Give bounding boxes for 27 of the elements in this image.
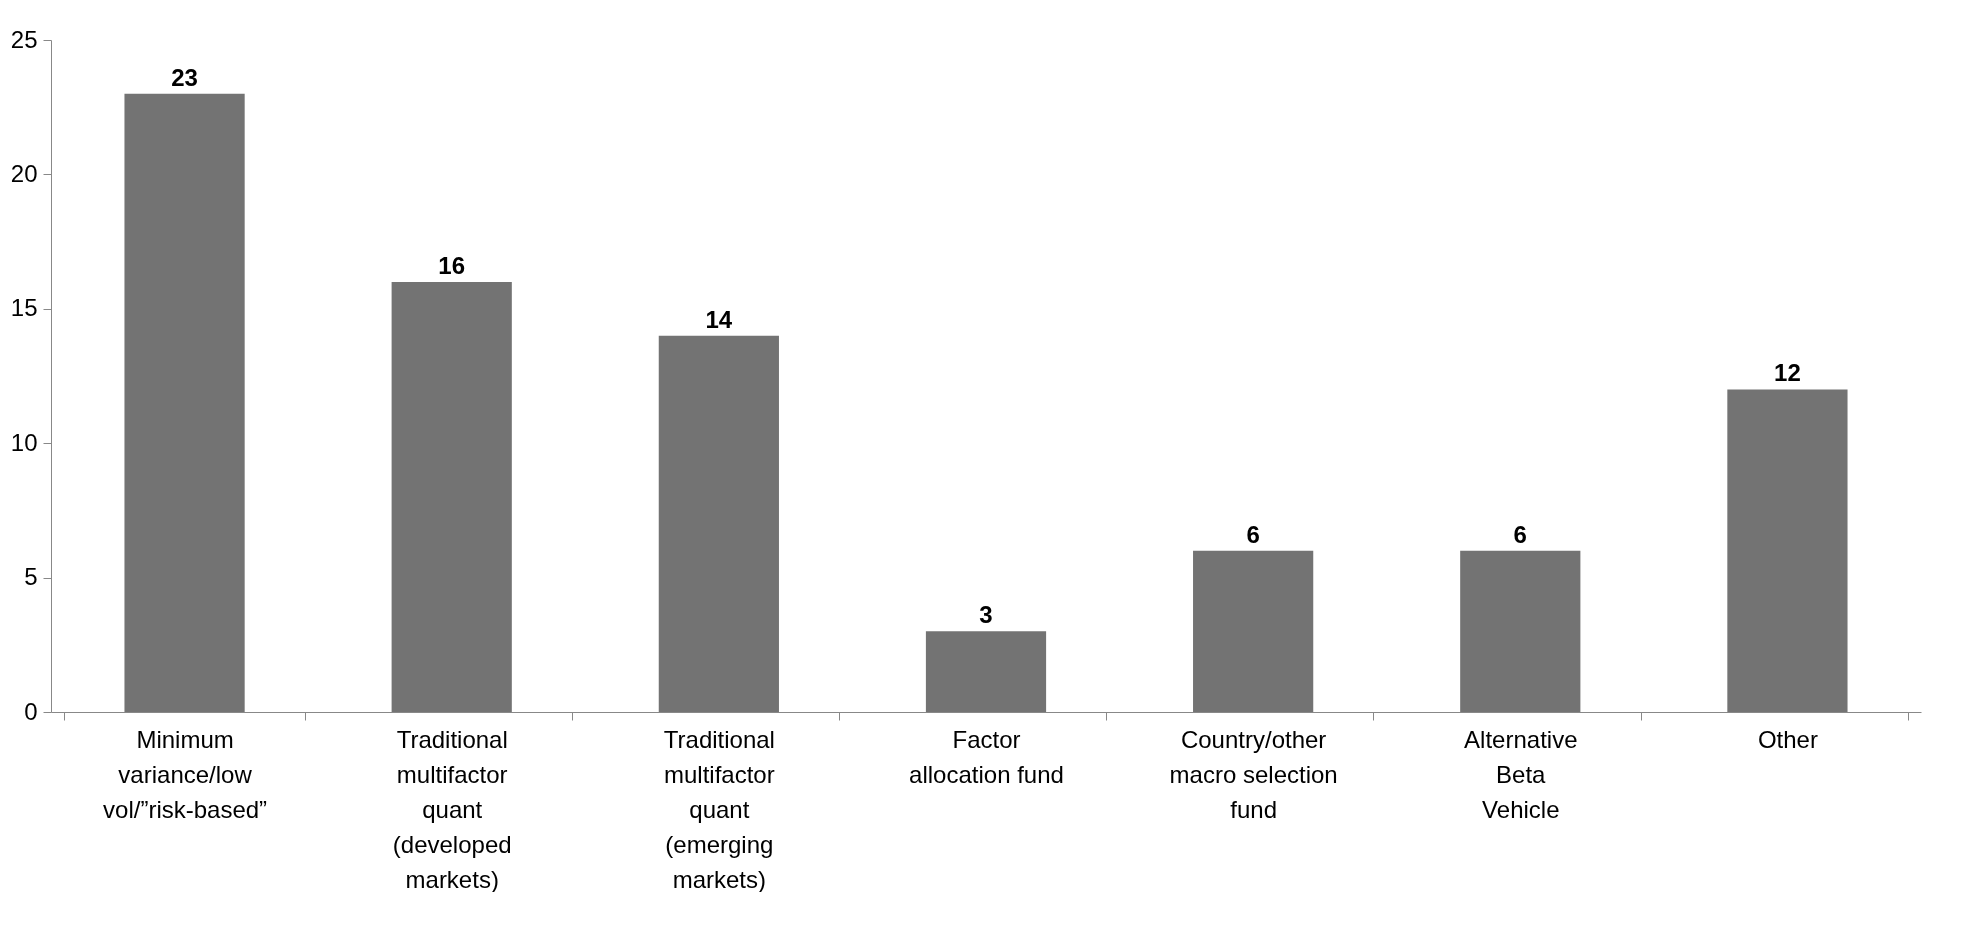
- x-tick-label: Traditional multifactor quant (emerging markets): [663, 725, 775, 893]
- data-label: 23: [171, 63, 198, 91]
- data-label: 12: [1774, 359, 1801, 387]
- x-tick-label: Country/other macro selection fund: [1169, 725, 1338, 823]
- bar: [391, 281, 512, 712]
- bar: [124, 93, 245, 712]
- bar: [658, 335, 779, 712]
- y-tick-label: 0: [24, 697, 38, 725]
- data-label: 16: [438, 251, 466, 279]
- y-tick-label: 10: [10, 428, 38, 456]
- x-tick-label: Other: [1757, 725, 1818, 753]
- bar: [925, 631, 1047, 712]
- bar: [1727, 389, 1848, 712]
- y-tick-label: 25: [10, 25, 38, 53]
- x-tick-label: Factor allocation fund: [909, 725, 1064, 788]
- y-tick-label: 20: [10, 159, 38, 187]
- data-label: 14: [705, 305, 733, 333]
- bar: [1193, 550, 1314, 712]
- data-label: 6: [1246, 520, 1260, 548]
- x-tick-label: Traditional multifactor quant (developed markets): [392, 725, 512, 893]
- x-tick-label: Minimum variance/low vol/”risk-based”: [103, 725, 268, 823]
- x-tick-label: Alternative Beta Vehicle: [1464, 725, 1578, 823]
- y-tick-label: 15: [10, 294, 38, 322]
- data-label: 6: [1513, 520, 1527, 548]
- bar: [1460, 550, 1581, 712]
- data-label: 3: [979, 601, 993, 629]
- y-tick-label: 5: [24, 563, 38, 591]
